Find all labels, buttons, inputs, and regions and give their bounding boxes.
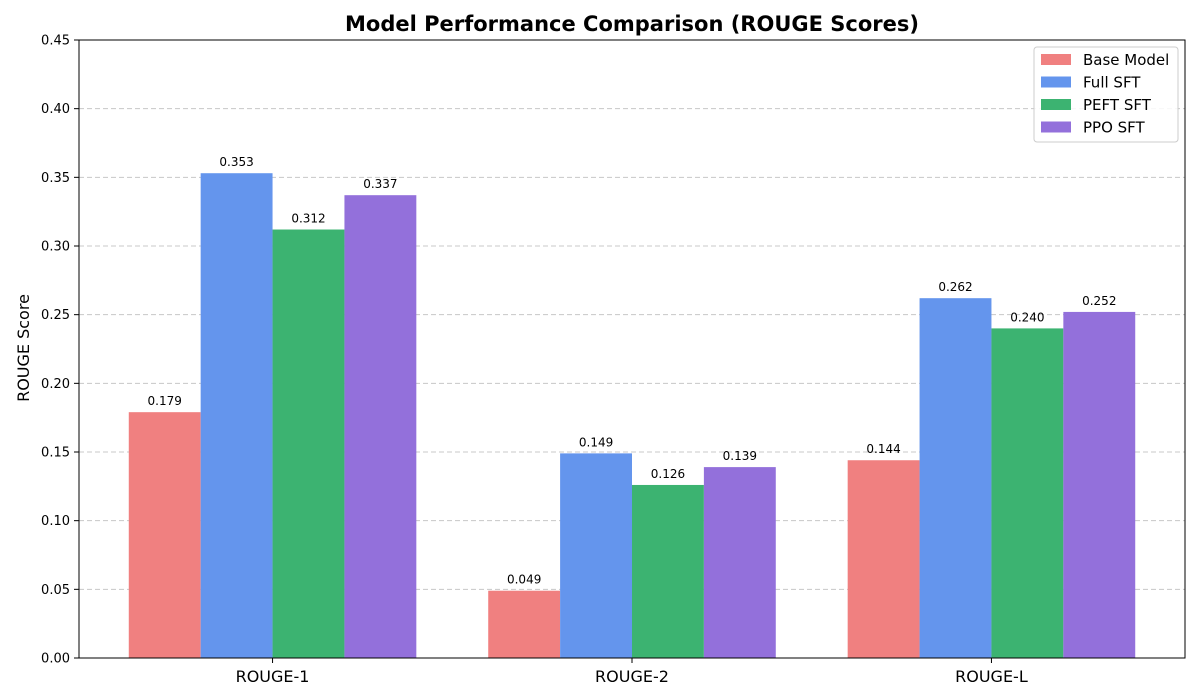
bar-full-sft-rouge-2: [560, 453, 632, 658]
bar-base-model-rouge-1: [128, 412, 201, 658]
bar-peft-sft-rouge-1: [272, 229, 345, 658]
y-tick-label: 0.35: [41, 171, 70, 186]
legend-label: Base Model: [1083, 51, 1169, 69]
y-tick-label: 0.00: [41, 652, 70, 667]
y-tick-label: 0.25: [41, 308, 70, 323]
legend: Base Model Full SFT PEFT SFT PPO SFT: [1033, 46, 1179, 143]
bar-value-label: 0.149: [579, 435, 613, 449]
data-labels: 0.179 0.353 0.312 0.337 0.049 0.149 0.126 0.139…: [148, 155, 1117, 586]
bar-value-label: 0.144: [866, 442, 900, 456]
bar-value-label: 0.179: [148, 394, 182, 408]
legend-swatch: [1041, 54, 1071, 65]
bar-value-label: 0.049: [507, 573, 541, 587]
bar-ppo-sft-rouge-l: [1063, 311, 1136, 658]
bar-value-label: 0.126: [651, 467, 685, 481]
y-tick-label: 0.20: [41, 377, 70, 392]
bar-peft-sft-rouge-2: [632, 484, 704, 658]
bar-value-label: 0.252: [1082, 294, 1116, 308]
legend-swatch: [1041, 121, 1071, 133]
legend-label: PPO SFT: [1083, 119, 1146, 137]
plot-frame: [78, 39, 1186, 659]
y-axis-label: ROUGE Score: [14, 294, 33, 402]
y-tick-label: 0.40: [41, 102, 70, 117]
bar-full-sft-rouge-l: [919, 298, 992, 658]
bars: [128, 173, 1136, 659]
y-tick-label: 0.05: [41, 583, 70, 598]
y-tick-label: 0.45: [41, 34, 70, 49]
legend-label: PEFT SFT: [1083, 96, 1152, 114]
bar-value-label: 0.240: [1010, 310, 1044, 324]
bar-ppo-sft-rouge-2: [703, 467, 776, 658]
bar-value-label: 0.262: [938, 280, 972, 294]
y-tick-label: 0.10: [41, 514, 70, 529]
bar-ppo-sft-rouge-1: [344, 195, 417, 659]
bar-base-model-rouge-l: [847, 460, 920, 658]
bar-base-model-rouge-2: [488, 590, 561, 658]
chart-title: Model Performance Comparison (ROUGE Scor…: [345, 12, 919, 36]
legend-label: Full SFT: [1083, 74, 1141, 92]
y-tick-label: 0.15: [41, 446, 70, 461]
bar-value-label: 0.312: [291, 212, 325, 226]
legend-box: [1033, 46, 1179, 143]
x-tick-label: ROUGE-1: [236, 667, 310, 686]
legend-swatch: [1041, 76, 1071, 88]
legend-swatch: [1041, 99, 1071, 110]
bar-full-sft-rouge-1: [200, 173, 273, 659]
bar-value-label: 0.139: [723, 449, 757, 463]
y-tick-label: 0.30: [41, 240, 70, 255]
bar-peft-sft-rouge-l: [991, 328, 1064, 658]
bar-value-label: 0.337: [363, 177, 397, 191]
x-tick-label: ROUGE-L: [955, 667, 1028, 686]
bar-value-label: 0.353: [219, 155, 253, 169]
axes: 0.00 0.05 0.10 0.15 0.20 0.25 0.30 0.35 0.40 0.45…: [41, 34, 1186, 686]
x-tick-label: ROUGE-2: [595, 667, 669, 686]
